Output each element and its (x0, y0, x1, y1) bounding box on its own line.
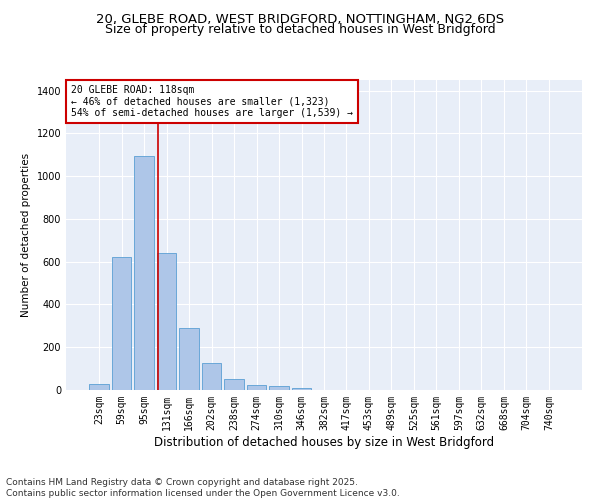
Text: Contains HM Land Registry data © Crown copyright and database right 2025.
Contai: Contains HM Land Registry data © Crown c… (6, 478, 400, 498)
Text: 20 GLEBE ROAD: 118sqm
← 46% of detached houses are smaller (1,323)
54% of semi-d: 20 GLEBE ROAD: 118sqm ← 46% of detached … (71, 84, 353, 118)
Text: Size of property relative to detached houses in West Bridgford: Size of property relative to detached ho… (104, 22, 496, 36)
Bar (202, 364, 221, 390)
Bar (112, 258, 131, 390)
Bar (224, 380, 244, 390)
Bar (157, 253, 176, 390)
Bar (292, 388, 311, 390)
Bar (269, 386, 289, 390)
Bar (179, 328, 199, 390)
Bar (247, 384, 266, 390)
Bar (134, 156, 154, 390)
Text: 20, GLEBE ROAD, WEST BRIDGFORD, NOTTINGHAM, NG2 6DS: 20, GLEBE ROAD, WEST BRIDGFORD, NOTTINGH… (96, 12, 504, 26)
Y-axis label: Number of detached properties: Number of detached properties (21, 153, 31, 317)
Bar (89, 384, 109, 390)
X-axis label: Distribution of detached houses by size in West Bridgford: Distribution of detached houses by size … (154, 436, 494, 448)
